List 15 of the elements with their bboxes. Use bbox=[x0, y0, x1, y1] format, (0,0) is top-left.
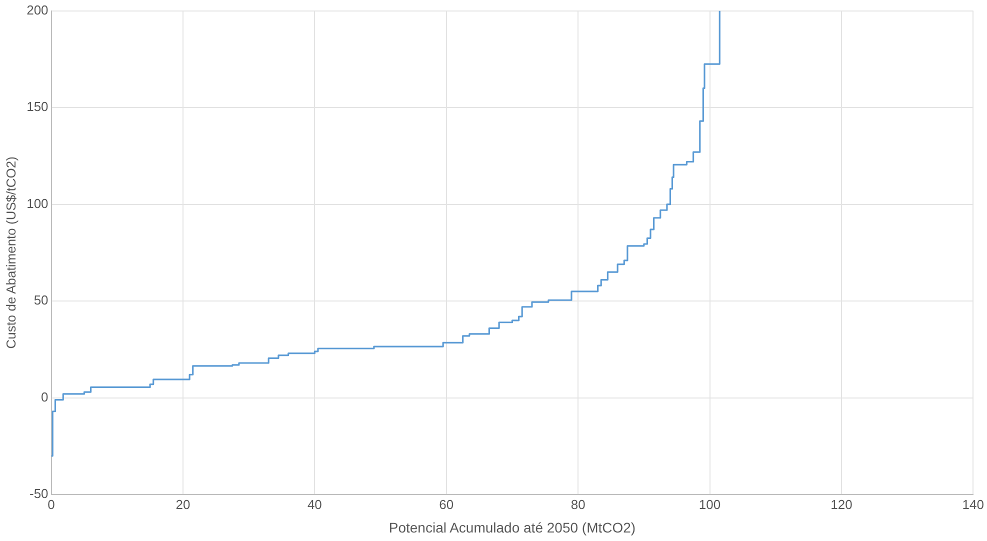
x-tick-label: 20 bbox=[176, 496, 190, 512]
y-tick-label: 50 bbox=[34, 292, 48, 308]
y-tick-label: 100 bbox=[26, 196, 48, 211]
y-tick-label: -50 bbox=[29, 486, 48, 502]
y-tick-label: 0 bbox=[41, 389, 48, 404]
x-tick-label: 100 bbox=[698, 496, 721, 512]
y-axis-title: Custo de Abatimento (US$/tCO2) bbox=[3, 156, 18, 349]
x-tick-label: 40 bbox=[307, 496, 322, 512]
x-axis-title: Potencial Acumulado até 2050 (MtCO2) bbox=[388, 519, 636, 536]
x-tick-label: 120 bbox=[830, 496, 852, 512]
x-tick-label: 60 bbox=[439, 496, 454, 512]
x-tick-label: 140 bbox=[962, 496, 984, 512]
y-tick-label: 150 bbox=[26, 99, 48, 114]
y-tick-label: 200 bbox=[26, 2, 48, 18]
x-tick-label: 80 bbox=[570, 496, 586, 512]
